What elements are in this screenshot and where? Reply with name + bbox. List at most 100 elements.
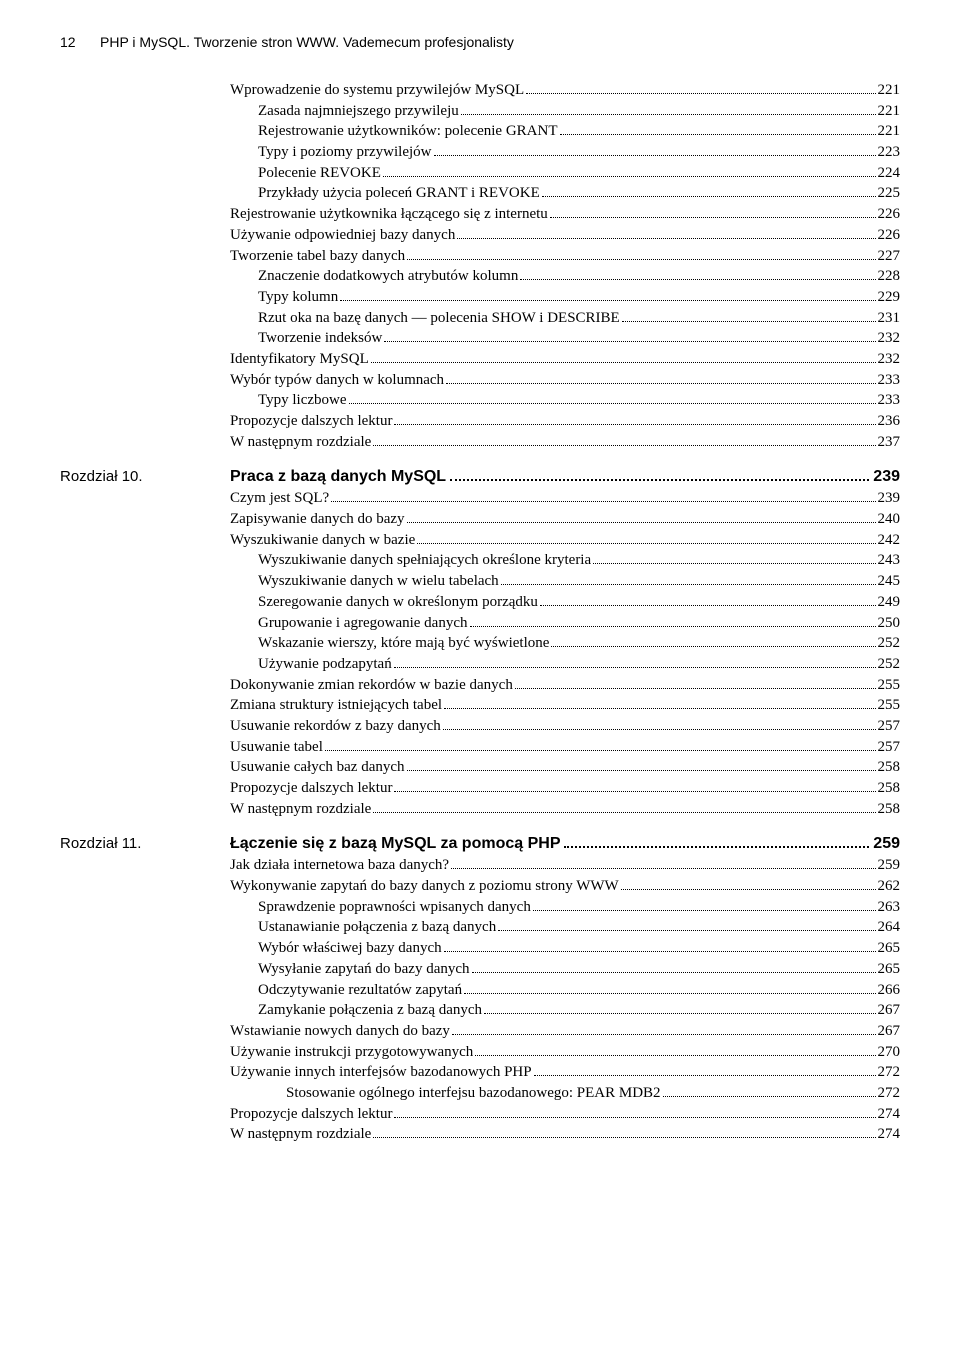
- toc-entry-page: 257: [878, 737, 901, 758]
- toc-entry-text: Zapisywanie danych do bazy: [230, 509, 405, 530]
- toc-entry: Ustanawianie połączenia z bazą danych264: [230, 917, 900, 938]
- page: 12 PHP i MySQL. Tworzenie stron WWW. Vad…: [0, 0, 960, 1349]
- toc-entry-page: 252: [878, 654, 901, 675]
- leader-dots: [533, 910, 876, 911]
- toc-entry: Wskazanie wierszy, które mają być wyświe…: [230, 633, 900, 654]
- page-header-title: PHP i MySQL. Tworzenie stron WWW. Vademe…: [100, 34, 900, 50]
- toc-entry: W następnym rozdziale 258: [230, 799, 900, 820]
- toc-entry: Wybór właściwej bazy danych 265: [230, 938, 900, 959]
- toc-entry-text: W następnym rozdziale: [230, 799, 371, 820]
- toc-entry-page: 274: [878, 1124, 901, 1145]
- toc-entry-text: W następnym rozdziale: [230, 432, 371, 453]
- toc-entry: Polecenie REVOKE 224: [230, 163, 900, 184]
- toc-entry-page: 265: [878, 959, 901, 980]
- toc-entry: Dokonywanie zmian rekordów w bazie danyc…: [230, 675, 900, 696]
- leader-dots: [371, 362, 876, 363]
- toc-entry-page: 262: [878, 876, 901, 897]
- toc-entry-page: 258: [878, 799, 901, 820]
- toc-entry-page: 228: [878, 266, 901, 287]
- toc-entry: Rejestrowanie użytkowników: polecenie GR…: [230, 121, 900, 142]
- chapter-label: Rozdział 11.: [60, 825, 230, 1145]
- toc-entry-page: 240: [878, 509, 901, 530]
- leader-dots: [444, 951, 876, 952]
- toc-entry-page: 249: [878, 592, 901, 613]
- chapter-title: Łączenie się z bazą MySQL za pomocą PHP: [230, 835, 560, 853]
- toc-entry-page: 232: [878, 349, 901, 370]
- toc-entry-page: 229: [878, 287, 901, 308]
- toc-entry-page: 265: [878, 938, 901, 959]
- section-content: Wprowadzenie do systemu przywilejów MySQ…: [230, 80, 900, 452]
- toc-entry-text: Propozycje dalszych lektur: [230, 411, 392, 432]
- toc-entry-text: Zmiana struktury istniejących tabel: [230, 695, 442, 716]
- toc-entry: Usuwanie całych baz danych258: [230, 757, 900, 778]
- toc-entry-page: 236: [878, 411, 901, 432]
- toc-entry: Używanie innych interfejsów bazodanowych…: [230, 1062, 900, 1083]
- leader-dots: [349, 403, 876, 404]
- toc-entry: Grupowanie i agregowanie danych250: [230, 613, 900, 634]
- toc-entry-page: 243: [878, 550, 901, 571]
- toc-entry-page: 250: [878, 613, 901, 634]
- toc-entry: Używanie instrukcji przygotowywanych270: [230, 1042, 900, 1063]
- toc-entry: Zapisywanie danych do bazy 240: [230, 509, 900, 530]
- leader-dots: [417, 543, 875, 544]
- toc-entry-text: Dokonywanie zmian rekordów w bazie danyc…: [230, 675, 513, 696]
- leader-dots: [593, 563, 875, 564]
- toc-entry: Wyszukiwanie danych spełniających określ…: [230, 550, 900, 571]
- toc-entry-page: 224: [878, 163, 901, 184]
- toc-entry-text: Tworzenie indeksów: [258, 328, 382, 349]
- leader-dots: [484, 1013, 875, 1014]
- toc-entry-page: 242: [878, 530, 901, 551]
- toc-entry: W następnym rozdziale237: [230, 432, 900, 453]
- leader-dots: [443, 729, 876, 730]
- toc-entry: Przykłady użycia poleceń GRANT i REVOKE2…: [230, 183, 900, 204]
- leader-dots: [450, 479, 869, 481]
- toc-entry-text: Wyszukiwanie danych spełniających określ…: [258, 550, 591, 571]
- toc-entry-text: Wprowadzenie do systemu przywilejów MySQ…: [230, 80, 524, 101]
- chapter-label: Rozdział 10.: [60, 458, 230, 819]
- toc-entry-text: Rejestrowanie użytkownika łączącego się …: [230, 204, 548, 225]
- toc-entry: Tworzenie indeksów232: [230, 328, 900, 349]
- toc-entry: Propozycje dalszych lektur 236: [230, 411, 900, 432]
- leader-dots: [331, 501, 875, 502]
- toc-entry: Zasada najmniejszego przywileju221: [230, 101, 900, 122]
- toc-entry-text: Typy kolumn: [258, 287, 338, 308]
- toc-entry-text: Zamykanie połączenia z bazą danych: [258, 1000, 482, 1021]
- toc-entry-page: 233: [878, 390, 901, 411]
- leader-dots: [373, 1137, 875, 1138]
- toc-entry-page: 266: [878, 980, 901, 1001]
- toc-entry-page: 272: [878, 1083, 901, 1104]
- leader-dots: [444, 708, 875, 709]
- toc-entry-page: 263: [878, 897, 901, 918]
- toc-section: Wprowadzenie do systemu przywilejów MySQ…: [60, 80, 900, 452]
- toc-entry-text: W następnym rozdziale: [230, 1124, 371, 1145]
- toc-entry-text: Usuwanie tabel: [230, 737, 323, 758]
- toc-entry-text: Usuwanie całych baz danych: [230, 757, 405, 778]
- toc-entry-text: Szeregowanie danych w określonym porządk…: [258, 592, 538, 613]
- toc-entry-page: 221: [878, 80, 901, 101]
- toc-entry-page: 223: [878, 142, 901, 163]
- toc-entry-text: Polecenie REVOKE: [258, 163, 381, 184]
- leader-dots: [564, 846, 869, 848]
- leader-dots: [457, 238, 875, 239]
- toc-entry-page: 267: [878, 1000, 901, 1021]
- toc-entry: Używanie podzapytań252: [230, 654, 900, 675]
- toc-entry-text: Typy i poziomy przywilejów: [258, 142, 432, 163]
- toc-entry-text: Zasada najmniejszego przywileju: [258, 101, 459, 122]
- toc-entry-page: 267: [878, 1021, 901, 1042]
- leader-dots: [498, 930, 875, 931]
- toc-entry-text: Identyfikatory MySQL: [230, 349, 369, 370]
- toc-entry-page: 226: [878, 225, 901, 246]
- toc-entry-text: Wybór właściwej bazy danych: [258, 938, 442, 959]
- toc-entry: Zamykanie połączenia z bazą danych 267: [230, 1000, 900, 1021]
- section-content: Praca z bazą danych MySQL 239Czym jest S…: [230, 458, 900, 819]
- toc-entry: Wysyłanie zapytań do bazy danych265: [230, 959, 900, 980]
- toc-entry-page: 272: [878, 1062, 901, 1083]
- toc-entry: Identyfikatory MySQL 232: [230, 349, 900, 370]
- leader-dots: [383, 176, 876, 177]
- toc-entry-text: Rejestrowanie użytkowników: polecenie GR…: [258, 121, 558, 142]
- toc-entry: Usuwanie rekordów z bazy danych257: [230, 716, 900, 737]
- leader-dots: [394, 424, 875, 425]
- toc-entry: Używanie odpowiedniej bazy danych226: [230, 225, 900, 246]
- toc-entry-page: 270: [878, 1042, 901, 1063]
- toc-entry: Propozycje dalszych lektur258: [230, 778, 900, 799]
